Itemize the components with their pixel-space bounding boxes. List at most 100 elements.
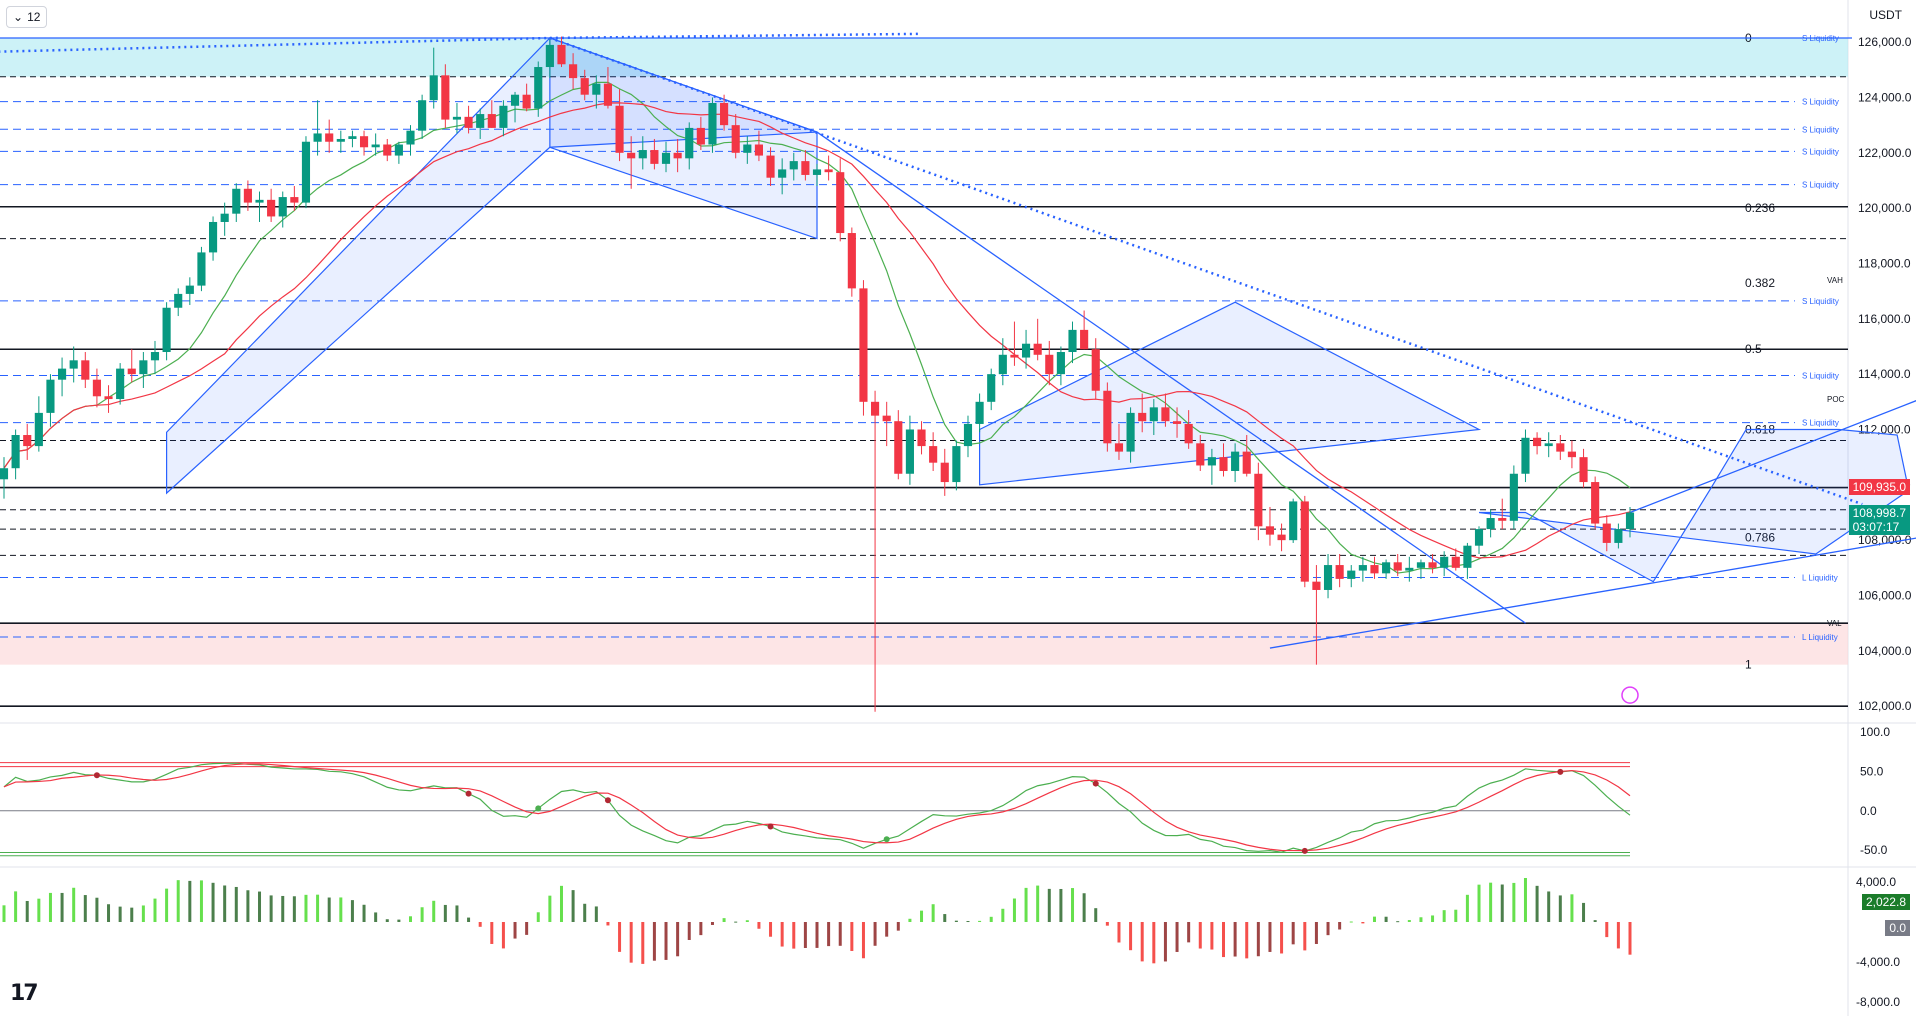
- candle: [1440, 551, 1449, 577]
- candle-body: [1254, 473, 1263, 527]
- currency-label[interactable]: USDT: [1869, 8, 1902, 22]
- candle: [696, 116, 705, 151]
- candle: [336, 130, 345, 153]
- candle: [1114, 423, 1124, 460]
- histogram-bar: [490, 922, 494, 944]
- profile-label: VAL: [1827, 619, 1842, 628]
- candle-body: [394, 144, 403, 156]
- candle-body: [894, 421, 903, 474]
- candle-body: [812, 169, 822, 175]
- candle: [325, 119, 334, 153]
- histogram-bar: [1338, 922, 1342, 930]
- histogram-bar: [501, 922, 505, 949]
- candle: [1161, 393, 1170, 427]
- histogram-bar: [954, 920, 958, 922]
- candle: [243, 180, 252, 211]
- candle: [743, 136, 752, 164]
- candle: [720, 94, 729, 131]
- histogram-bar: [861, 922, 865, 959]
- candle-body: [766, 155, 775, 178]
- candle-body: [685, 127, 694, 159]
- histogram-bar: [559, 885, 563, 922]
- histogram-bar: [1361, 922, 1365, 924]
- candle-body: [1463, 545, 1472, 568]
- candle-body: [92, 379, 101, 397]
- candle-body: [1347, 570, 1356, 579]
- candle: [557, 36, 566, 68]
- candle: [1277, 523, 1286, 552]
- histogram-bar: [1280, 922, 1284, 954]
- candle-body: [905, 429, 914, 474]
- oscillator-tick-label: 50.0: [1860, 764, 1884, 778]
- liquidity-label: S Liquidity: [1802, 297, 1839, 306]
- candle: [1474, 526, 1484, 554]
- liquidity-label: S Liquidity: [1802, 98, 1839, 107]
- candle-body: [987, 374, 996, 402]
- candle-body: [1068, 329, 1077, 353]
- histogram-bar: [420, 907, 424, 922]
- interval-label: 12: [27, 10, 41, 24]
- histogram-bar: [618, 922, 622, 952]
- candle: [603, 67, 613, 109]
- candle: [1544, 432, 1553, 458]
- histogram-bar: [350, 900, 354, 922]
- candle: [1254, 462, 1263, 541]
- histogram-bar: [176, 880, 180, 922]
- candle: [766, 147, 775, 187]
- histogram-bar: [722, 918, 726, 922]
- histogram-bar: [1593, 920, 1597, 922]
- histogram-bar: [1500, 884, 1504, 922]
- candle-body: [975, 401, 984, 424]
- candle: [116, 363, 125, 405]
- chevron-down-icon: ⌄: [13, 10, 24, 24]
- demand-zone: [0, 623, 1848, 665]
- candle-body: [243, 188, 252, 203]
- histogram-bar: [850, 922, 854, 951]
- candle-body: [464, 116, 473, 128]
- marked-price-label: 109,935.0: [1852, 479, 1906, 494]
- crossover-dot: [1301, 847, 1308, 854]
- candle-body: [1498, 518, 1507, 521]
- candle: [975, 393, 984, 433]
- candle: [1219, 443, 1228, 477]
- candle-body: [580, 78, 589, 95]
- candle: [46, 374, 55, 427]
- candle: [476, 108, 485, 139]
- histogram-bar: [1222, 922, 1225, 958]
- candle-body: [708, 103, 717, 145]
- candle: [1323, 553, 1333, 599]
- candle: [1382, 559, 1391, 579]
- candle-body: [1219, 457, 1228, 471]
- histogram-bar: [710, 922, 714, 925]
- histogram-bar: [153, 898, 157, 922]
- interval-selector[interactable]: ⌄ 12: [6, 6, 48, 28]
- candle: [464, 105, 473, 134]
- candle: [394, 141, 403, 164]
- descending-triangle: [978, 301, 1482, 486]
- histogram-bar: [1431, 915, 1435, 922]
- candle-body: [208, 221, 218, 253]
- candle-body: [348, 136, 357, 139]
- histogram-bar: [478, 922, 482, 927]
- histogram-bar: [258, 891, 262, 922]
- candle-body: [1231, 451, 1240, 471]
- candle-body: [1602, 523, 1611, 543]
- histogram-bar: [1512, 882, 1516, 922]
- candle: [847, 227, 856, 297]
- candle: [11, 429, 20, 480]
- tradingview-logo-icon[interactable]: 17: [10, 981, 39, 1006]
- candle: [952, 440, 961, 491]
- histogram-bar: [1558, 895, 1562, 922]
- candle-body: [534, 67, 543, 109]
- candle: [650, 138, 659, 170]
- candle: [963, 415, 973, 458]
- candle: [1207, 448, 1216, 485]
- candle: [34, 396, 43, 452]
- candle: [1056, 346, 1065, 386]
- candle-body: [1416, 562, 1426, 568]
- histogram-bar: [1024, 887, 1028, 922]
- y-tick-label: 108,000.0: [1858, 533, 1912, 547]
- candle: [1463, 542, 1472, 579]
- candle-body: [696, 127, 705, 145]
